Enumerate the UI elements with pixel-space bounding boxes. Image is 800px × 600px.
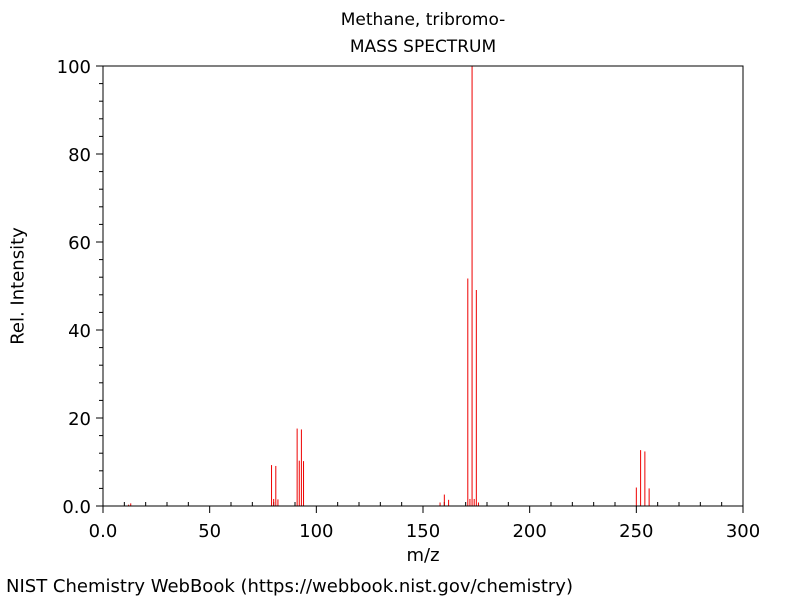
y-tick-label: 40 bbox=[68, 321, 91, 342]
x-tick-label: 300 bbox=[726, 521, 760, 542]
y-tick-label: 60 bbox=[68, 233, 91, 254]
x-tick-label: 250 bbox=[619, 521, 653, 542]
y-tick-label: 20 bbox=[68, 409, 91, 430]
source-credit: NIST Chemistry WebBook (https://webbook.… bbox=[6, 576, 573, 597]
x-tick-label: 0.0 bbox=[89, 521, 118, 542]
chart-subtitle: MASS SPECTRUM bbox=[349, 37, 497, 57]
x-tick-label: 200 bbox=[512, 521, 546, 542]
y-tick-label: 0.0 bbox=[62, 497, 91, 518]
y-tick-label: 80 bbox=[68, 145, 91, 166]
y-axis-label: Rel. Intensity bbox=[7, 227, 29, 345]
x-tick-label: 50 bbox=[198, 521, 221, 542]
plot-area-frame bbox=[102, 65, 744, 507]
axis-ticks bbox=[96, 65, 744, 513]
x-tick-label: 100 bbox=[299, 521, 333, 542]
spectrum-peaks bbox=[128, 66, 650, 506]
tick-labels: 0.0 50 100 150 200 250 300 0.0 20 40 60 80 100 bbox=[57, 57, 761, 542]
chart-title: Methane, tribromo- bbox=[340, 10, 506, 30]
x-tick-label: 150 bbox=[406, 521, 440, 542]
y-tick-label: 100 bbox=[57, 57, 91, 78]
x-axis-label: m/z bbox=[406, 545, 440, 566]
